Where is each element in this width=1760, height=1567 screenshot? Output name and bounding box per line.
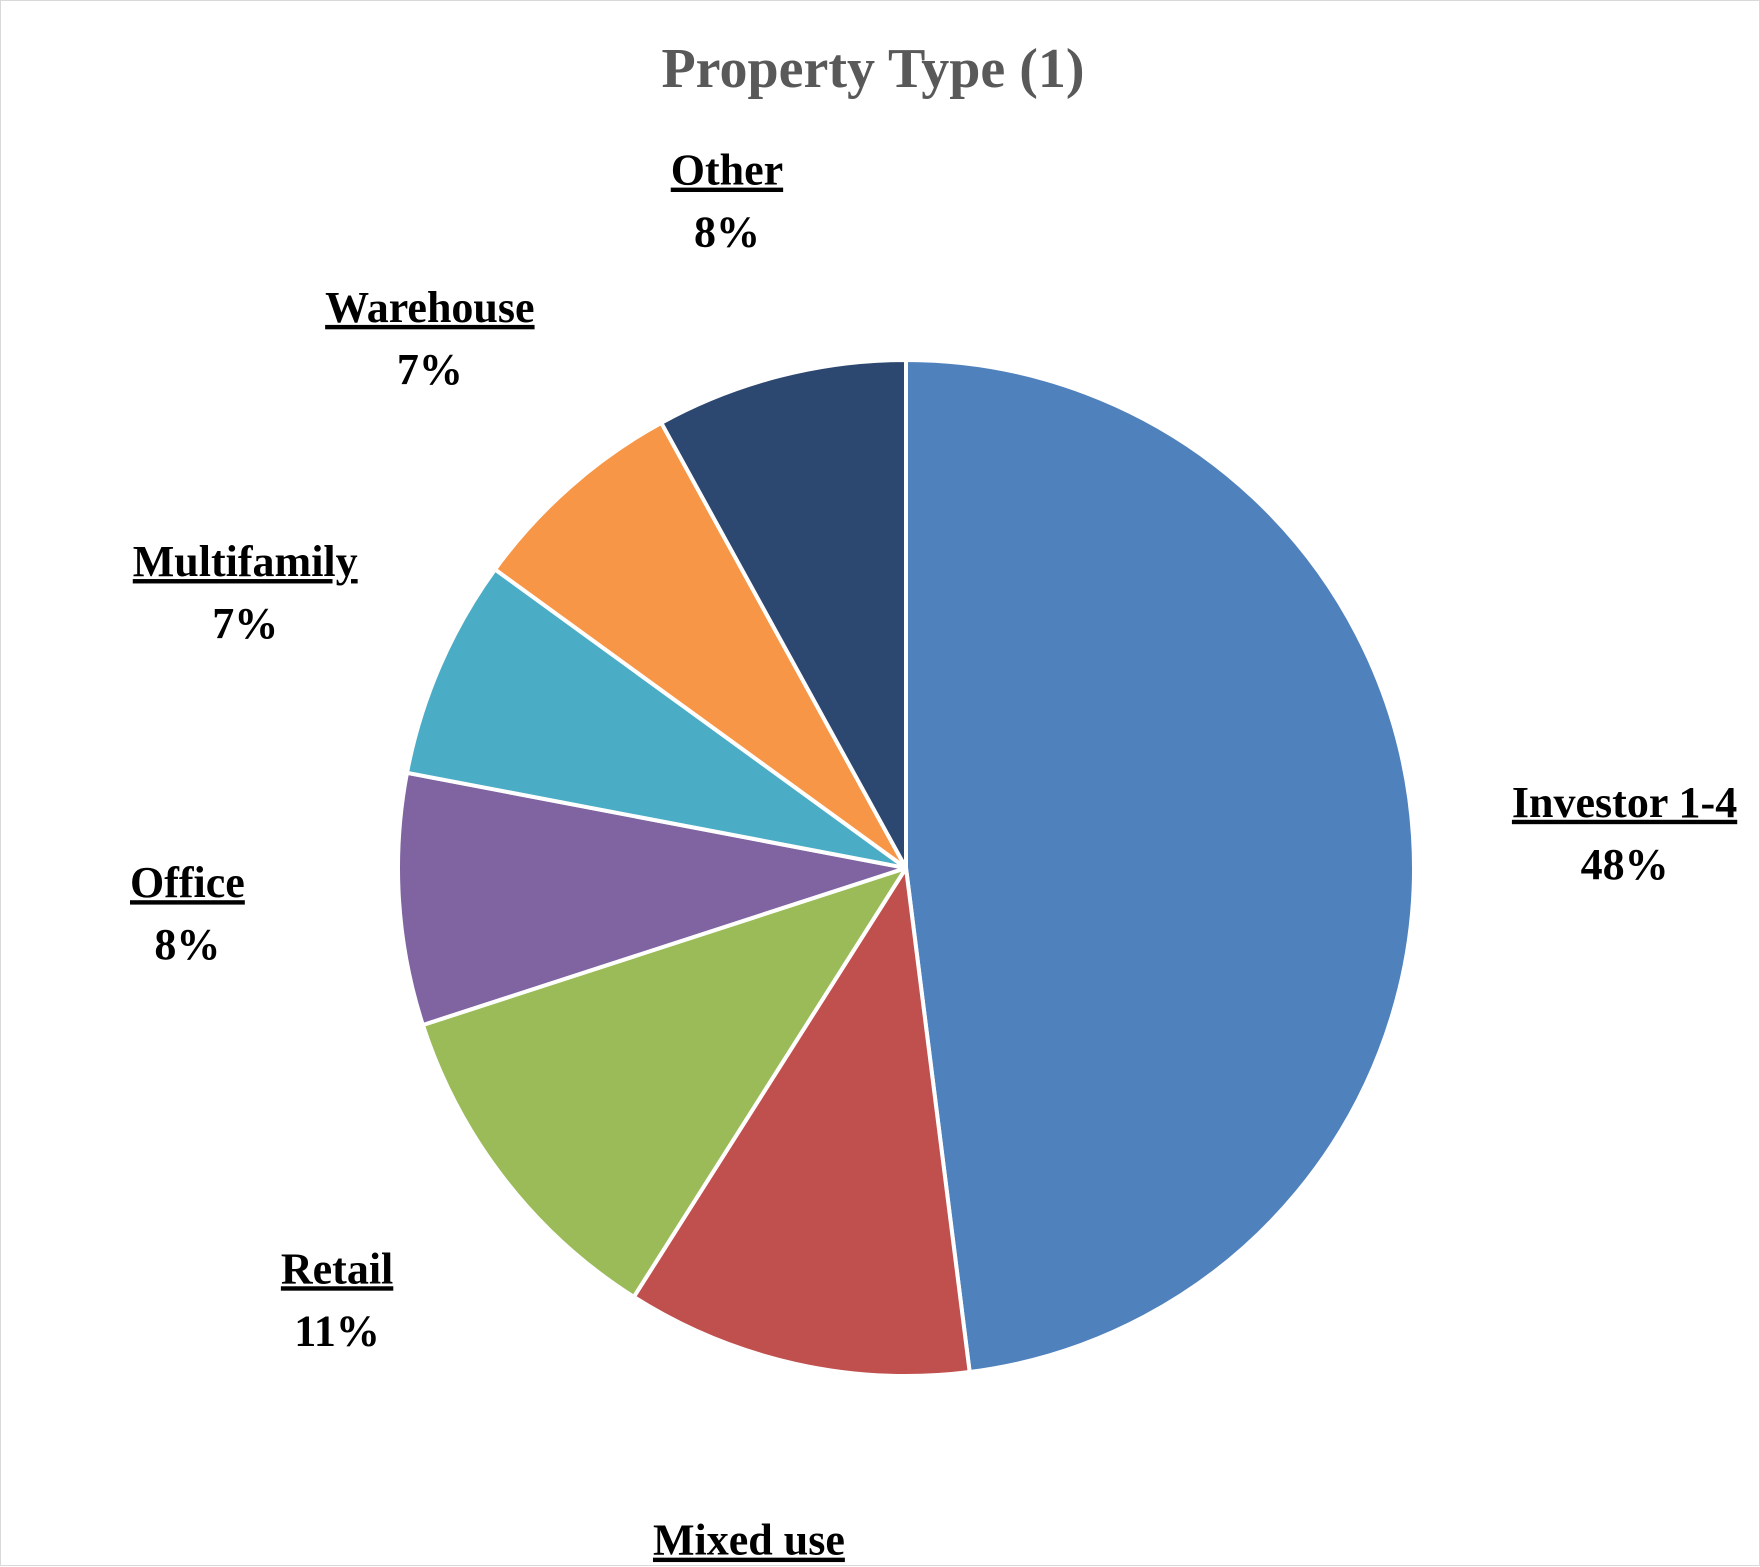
data-label-value-retail: 11% — [294, 1306, 380, 1355]
data-label-name-retail: Retail — [281, 1244, 393, 1293]
data-label-name-other: Other — [671, 146, 783, 195]
pie-slice-investor-1-4 — [904, 358, 1416, 1374]
pie-slice-office — [396, 770, 908, 1027]
data-label-name-multifamily: Multifamily — [133, 537, 358, 586]
data-label-name-warehouse: Warehouse — [325, 283, 534, 332]
data-label-name-investor-1-4: Investor 1-4 — [1512, 778, 1737, 827]
pie-data-labels: Investor 1-448%Mixed use 11%Retail11%Off… — [130, 146, 1737, 1565]
pie-slice-mixed-use — [631, 866, 972, 1378]
data-label-value-investor-1-4: 48% — [1581, 840, 1669, 889]
data-label-value-office: 8% — [154, 920, 220, 969]
pie-slices — [396, 358, 1416, 1378]
pie-slice-retail — [420, 866, 908, 1299]
data-label-name-mixed-use: Mixed use — [653, 1516, 845, 1565]
chart-title: Property Type (1) — [661, 38, 1084, 100]
data-label-value-multifamily: 7% — [212, 599, 278, 648]
data-label-value-other: 8% — [694, 208, 760, 257]
pie-slice-other — [659, 358, 908, 870]
data-label-name-office: Office — [130, 858, 245, 907]
pie-slice-warehouse — [493, 420, 908, 870]
pie-slice-multifamily — [404, 567, 908, 870]
data-label-value-warehouse: 7% — [397, 345, 463, 394]
